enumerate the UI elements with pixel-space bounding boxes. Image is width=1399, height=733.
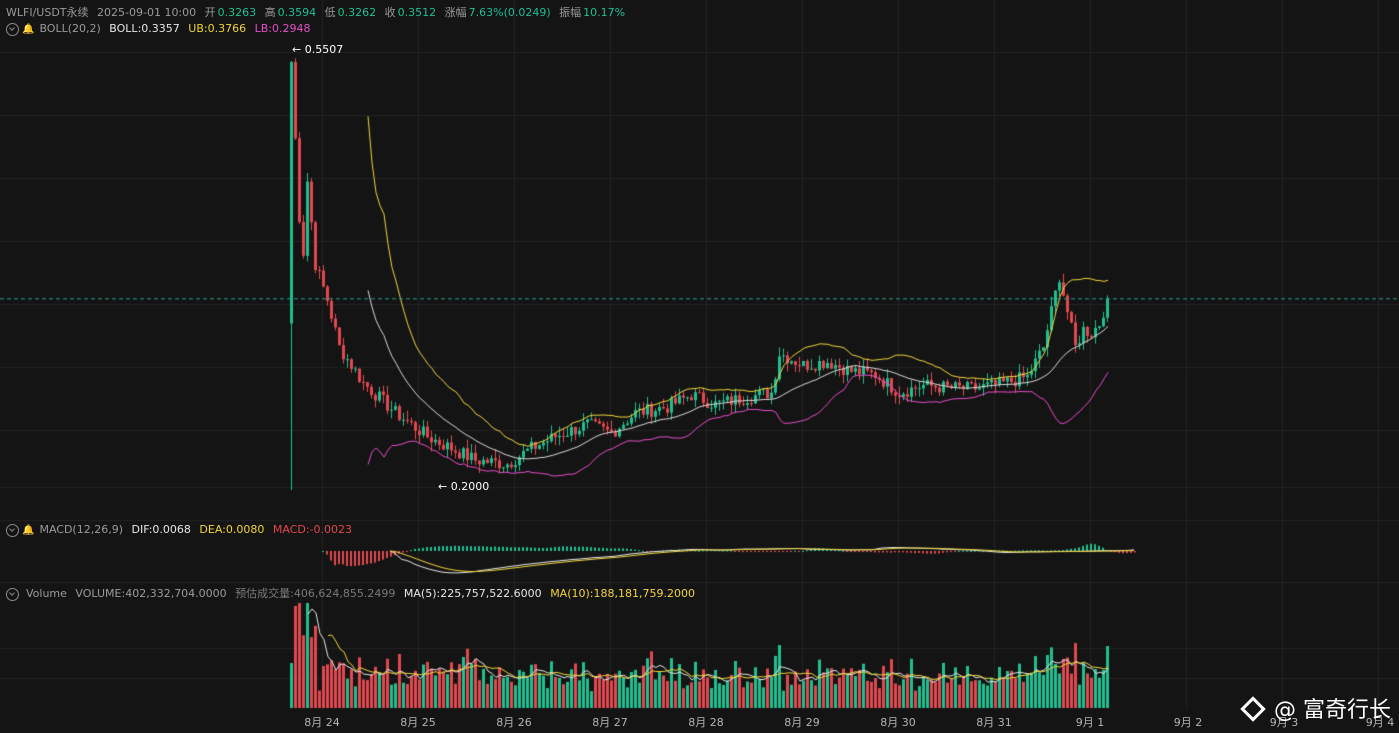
- volume-legend: Volume VOLUME:402,332,704.0000 预估成交量:406…: [6, 585, 700, 601]
- volume-key: VOLUME:: [75, 587, 126, 600]
- x-axis-label: 8月 27: [592, 716, 628, 729]
- diamond-logo-icon: [1240, 696, 1266, 722]
- macd-hist-key: MACD:: [272, 523, 310, 536]
- ohlc-header: WLFI/USDT永续 2025-09-01 10:00 开 0.3263 高 0.…: [6, 4, 630, 20]
- volume-est-key: 预估成交量:: [235, 587, 294, 600]
- macd-dif-key: DIF:: [131, 523, 153, 536]
- close-value: 0.3512: [397, 6, 437, 19]
- close-label: 收: [384, 6, 396, 19]
- x-axis-label: 8月 29: [784, 716, 820, 729]
- collapse-chevron-icon[interactable]: [6, 587, 19, 601]
- low-annotation: ← 0.2000: [438, 480, 490, 493]
- open-value: 0.3263: [217, 6, 257, 19]
- boll-ub-label: UB:0.3766: [188, 22, 251, 35]
- boll-ub-value: 0.3766: [207, 22, 247, 35]
- boll-ub-key: UB:: [188, 22, 208, 35]
- watermark: @ 富奇行长: [1240, 692, 1391, 724]
- macd-legend: 🔔 MACD(12,26,9) DIF:0.0068 DEA:0.0080 MAC…: [6, 523, 357, 537]
- boll-name: BOLL(20,2): [39, 22, 101, 35]
- symbol-label: WLFI/USDT永续: [6, 6, 89, 19]
- high-value: 0.3594: [277, 6, 317, 19]
- amplitude-value: 10.17%: [583, 6, 626, 19]
- macd-name: MACD(12,26,9): [39, 523, 123, 536]
- x-axis-label: 8月 30: [880, 716, 916, 729]
- macd-dif: DIF:0.0068: [132, 523, 196, 536]
- macd-dea: DEA:0.0080: [199, 523, 269, 536]
- datetime-label: 2025-09-01 10:00: [97, 6, 197, 19]
- x-axis-label: 8月 26: [496, 716, 532, 729]
- high-annotation: ← 0.5507: [292, 43, 344, 56]
- macd-dif-value: 0.0068: [152, 523, 191, 536]
- x-axis-label: 9月 4: [1365, 716, 1395, 729]
- volume-est-group: 预估成交量:406,624,855.2499: [235, 587, 400, 600]
- x-axis-label: 9月 3: [1269, 716, 1299, 729]
- x-axis-label: 9月 2: [1173, 716, 1203, 729]
- x-axis-label: 8月 24: [304, 716, 340, 729]
- macd-dea-value: 0.0080: [225, 523, 265, 536]
- boll-mid-value: 0.3357: [141, 22, 180, 35]
- collapse-chevron-icon[interactable]: [6, 22, 19, 36]
- x-axis-label: 8月 28: [688, 716, 724, 729]
- change-label: 涨幅: [444, 6, 467, 19]
- boll-lb-label: LB:0.2948: [255, 22, 316, 35]
- macd-hist-value: -0.0023: [309, 523, 353, 536]
- boll-lb-value: 0.2948: [271, 22, 311, 35]
- low-value: 0.3262: [337, 6, 377, 19]
- x-axis-label: 9月 1: [1075, 716, 1105, 729]
- bell-alert-icon[interactable]: 🔔: [22, 525, 35, 536]
- volume-ma5-value: 225,757,522.6000: [440, 587, 542, 600]
- amplitude-label: 振幅: [559, 6, 582, 19]
- bell-alert-icon[interactable]: 🔔: [22, 24, 35, 35]
- x-axis-label: 8月 31: [976, 716, 1012, 729]
- volume-ma10-value: 188,181,759.2000: [593, 587, 695, 600]
- volume-ma10-group: MA(10):188,181,759.2000: [550, 587, 700, 600]
- collapse-chevron-icon[interactable]: [6, 523, 19, 537]
- high-label: 高: [264, 6, 276, 19]
- boll-mid-label: BOLL:0.3357: [109, 22, 184, 35]
- macd-hist: MACD:-0.0023: [273, 523, 357, 536]
- watermark-text: @ 富奇行长: [1274, 698, 1391, 723]
- volume-ma10-key: MA(10):: [550, 587, 594, 600]
- volume-value-group: VOLUME:402,332,704.0000: [75, 587, 231, 600]
- low-label: 低: [324, 6, 336, 19]
- open-label: 开: [204, 6, 216, 19]
- volume-name: Volume: [26, 587, 67, 600]
- macd-dea-key: DEA:: [199, 523, 226, 536]
- change-value: 7.63%(0.0249): [468, 6, 551, 19]
- volume-ma5-key: MA(5):: [403, 587, 441, 600]
- boll-lb-key: LB:: [254, 22, 272, 35]
- volume-est-value: 406,624,855.2499: [293, 587, 396, 600]
- x-axis-label: 8月 25: [400, 716, 436, 729]
- volume-ma5-group: MA(5):225,757,522.6000: [404, 587, 547, 600]
- volume-value: 402,332,704.0000: [125, 587, 227, 600]
- boll-legend: 🔔 BOLL(20,2) BOLL:0.3357 UB:0.3766 LB:0.2…: [6, 22, 315, 36]
- boll-mid-key: BOLL:: [109, 22, 142, 35]
